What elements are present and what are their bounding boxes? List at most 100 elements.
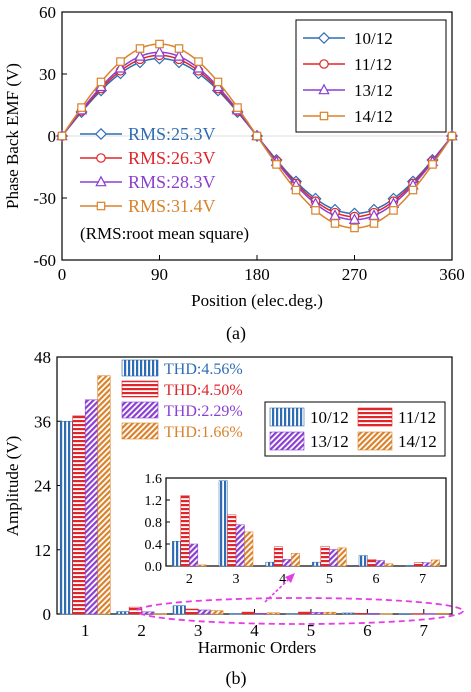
thd-label: THD:4.50%: [164, 382, 243, 399]
rms-label: RMS:31.4V: [128, 196, 216, 216]
inset-xtick-label: 2: [186, 572, 193, 587]
legend-label: 10/12: [354, 29, 393, 48]
data-point: [114, 61, 127, 73]
bar-10-12-h6: [342, 612, 356, 615]
chart-b-ytick-label: 12: [34, 541, 51, 560]
chart-a-ylabel: Phase Back EMF (V): [3, 63, 22, 209]
chart-a-ytick-label: 30: [39, 65, 56, 84]
data-point: [408, 185, 418, 195]
bar-14-12-h2: [153, 613, 167, 615]
data-point: [369, 219, 379, 228]
bar-14-12-h4: [266, 612, 280, 615]
chart-b-plot-frame: [56, 356, 453, 615]
thd-label: THD:4.56%: [164, 361, 243, 378]
inset-bar-10-12-h3: [218, 480, 228, 567]
data-point: [350, 223, 359, 233]
bar-11-12-h2: [128, 606, 142, 615]
chart-b-xtick-label: 7: [420, 621, 429, 640]
data-point: [330, 219, 340, 228]
bar-13-12-h4: [254, 613, 268, 615]
bar-10-12-h3: [172, 605, 186, 615]
inset-xtick-label: 3: [233, 572, 240, 587]
chart-b-inset: 1.6 1.2 0.8 0.4 0.0 2 3 4 5 6 7: [145, 472, 447, 587]
legend-label: 14/12: [354, 107, 393, 126]
legend-marker: [319, 111, 329, 121]
bar-11-12-h1: [72, 415, 86, 615]
chart-a-annotation: (RMS:root mean square): [80, 224, 249, 243]
chart-b-xtick-label: 5: [307, 621, 316, 640]
chart-a-ticks: 0 90 180 270 360 60 30 0 -30 -60: [33, 3, 464, 284]
data-point: [291, 185, 301, 195]
chart-b-legend: 10/12 11/12 13/12 14/12: [264, 401, 446, 457]
inset-bar-13-12-h6: [375, 560, 385, 567]
data-point: [77, 103, 86, 112]
chart-a-xtick-label: 90: [151, 265, 168, 284]
inset-ytick-label: 0.4: [145, 538, 163, 553]
inset-bar-13-12-h7: [422, 562, 432, 567]
bar-14-12-h3: [210, 610, 224, 615]
chart-b-caption: (b): [226, 668, 247, 689]
series-14-12: [57, 39, 457, 233]
legend-label: 14/12: [398, 432, 437, 451]
legend-marker: [319, 59, 329, 69]
inset-ytick-label: 1.2: [145, 494, 163, 509]
rms-marker: [96, 201, 106, 211]
thd-swatch: [121, 380, 159, 398]
bar-14-12-h1: [97, 375, 111, 615]
chart-b-inset-frame: [165, 477, 447, 567]
data-point: [272, 160, 281, 169]
chart-a-xlabel: Position (elec.deg.): [191, 291, 323, 310]
data-point: [192, 61, 205, 73]
inset-bar-14-12-h7: [430, 559, 440, 567]
thd-swatch: [121, 359, 159, 377]
bar-13-12-h7: [423, 613, 437, 615]
bar-13-12-h2: [141, 611, 155, 615]
legend-swatch: [269, 407, 305, 427]
rms-label: RMS:28.3V: [128, 172, 216, 192]
chart-a-ytick-label: -30: [33, 189, 56, 208]
inset-xtick-label: 4: [279, 572, 286, 587]
bar-13-12-h1: [84, 399, 99, 615]
legend-swatch: [357, 407, 393, 427]
bar-10-12-h7: [398, 613, 412, 615]
chart-a-ytick-label: -60: [33, 251, 56, 270]
chart-b-inset-bars: [172, 480, 440, 567]
data-point: [153, 45, 166, 57]
data-point: [173, 49, 185, 61]
data-point: [174, 44, 184, 53]
inset-xtick-label: 7: [419, 572, 426, 587]
data-point: [57, 131, 67, 141]
bar-14-12-h6: [379, 613, 393, 615]
bar-13-12-h3: [197, 609, 211, 615]
inset-ytick-label: 0.0: [145, 560, 163, 575]
inset-bar-11-12-h2: [180, 495, 190, 567]
bar-10-12-h5: [285, 613, 299, 615]
inset-ytick-label: 0.8: [145, 516, 163, 531]
chart-b-xtick-label: 3: [194, 621, 203, 640]
bar-13-12-h6: [367, 613, 381, 615]
data-point: [213, 77, 223, 87]
bar-11-12-h3: [185, 608, 199, 615]
data-point: [233, 103, 242, 112]
bar-11-12-h5: [298, 611, 312, 615]
thd-swatch: [121, 401, 159, 419]
chart-a-legend: 10/12 11/12 13/12 14/12: [295, 19, 447, 133]
legend-label: 11/12: [354, 55, 392, 74]
chart-b-ylabel: Amplitude (V): [3, 436, 22, 537]
rms-marker: [94, 127, 108, 141]
inset-bar-11-12-h6: [367, 559, 377, 567]
inset-bar-11-12-h4: [273, 546, 283, 567]
inset-bar-13-12-h2: [189, 543, 199, 567]
chart-b-highlight-arrow: [264, 573, 295, 603]
chart-b-highlight-ellipse: [136, 597, 464, 625]
chart-b-bars: [59, 375, 450, 615]
bar-14-12-h7: [435, 613, 450, 615]
inset-bar-10-12-h6: [358, 555, 368, 567]
inset-bar-11-12-h3: [227, 514, 237, 567]
chart-b-xtick-label: 4: [250, 621, 259, 640]
inset-bar-10-12-h4: [265, 561, 275, 567]
legend-label: 11/12: [398, 408, 436, 427]
inset-bar-13-12-h3: [235, 524, 245, 567]
chart-a-xtick-label: 180: [244, 265, 270, 284]
